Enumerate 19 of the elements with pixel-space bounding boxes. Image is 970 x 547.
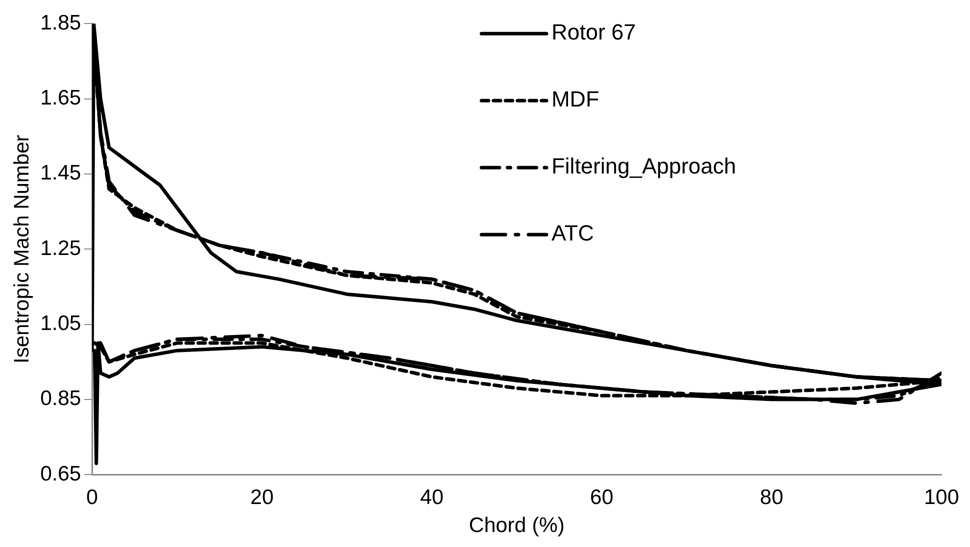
x-tick-label: 20 [250, 486, 274, 509]
y-axis-title: Isentropic Mach Number [10, 134, 34, 364]
x-axis-title: Chord (%) [468, 514, 565, 538]
x-tick-label: 80 [760, 486, 784, 509]
y-tick-label: 0.65 [40, 462, 82, 486]
y-tick-label: 1.45 [40, 162, 82, 185]
x-tick-label: 100 [924, 486, 960, 509]
legend-label: ATC [551, 220, 594, 246]
legend-label: Filtering_Approach [551, 154, 736, 179]
legend-label: MDF [551, 86, 600, 112]
legend-label: Rotor 67 [551, 20, 636, 45]
y-tick-label: 1.05 [40, 312, 82, 336]
y-tick-label: 1.65 [40, 86, 82, 110]
x-tick-label: 60 [590, 486, 614, 509]
y-tick-label: 1.85 [40, 11, 82, 34]
x-tick-label: 40 [420, 486, 444, 509]
x-tick-label: 0 [86, 486, 98, 509]
y-tick-label: 0.85 [40, 387, 82, 410]
y-tick-label: 1.25 [40, 236, 82, 260]
